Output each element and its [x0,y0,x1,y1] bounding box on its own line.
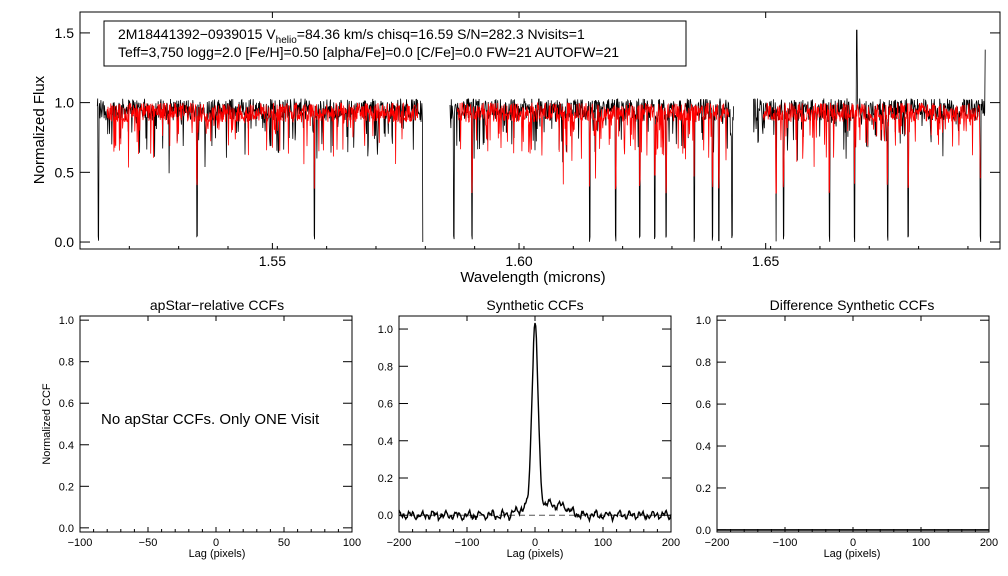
spectrum-plot-area [96,29,986,243]
y-tick-label: 0.6 [378,399,393,411]
y-tick-label: 0.2 [59,481,74,493]
difference-ccf-panel: Difference Synthetic CCFs −200 −100 0 100 20… [696,297,998,560]
y-tick-label: 1.5 [55,25,75,41]
x-tick-label: −100 [455,537,480,549]
observed-spectrum-line [753,29,986,243]
difference-ccf-axes-frame [716,315,990,533]
y-tick-label: 0.4 [59,440,74,452]
y-tick-label: 1.0 [696,315,711,327]
y-tick-label: 0.4 [378,436,393,448]
difference-ccf-title: Difference Synthetic CCFs [770,297,935,313]
x-tick-label: −200 [387,537,412,549]
y-tick-label: 0.0 [55,234,75,250]
x-tick-label: 1.65 [752,253,779,269]
model-spectrum-line [457,101,730,194]
apstar-ccf-title: apStar−relative CCFs [150,297,284,313]
y-tick-label: 1.0 [59,315,74,327]
observed-spectrum-line [96,98,424,243]
x-tick-label: −200 [705,537,730,549]
info-line-2: Teff=3,750 logg=2.0 [Fe/H]=0.50 [alpha/F… [118,44,619,60]
y-tick-label: 0.2 [696,483,711,495]
y-tick-label: 0.6 [696,399,711,411]
x-tick-label: 100 [912,537,930,549]
y-tick-label: 0.2 [378,473,393,485]
y-tick-label: 0.0 [696,525,711,537]
x-tick-label: 1.55 [259,253,286,269]
spectrum-ticks: 1.55 1.60 1.65 0.0 0.5 1.0 1.5 [55,12,1000,269]
y-tick-label: 1.0 [378,324,393,336]
x-tick-label: 50 [278,537,290,549]
y-tick-label: 0.8 [696,357,711,369]
y-tick-label: 0.6 [59,398,74,410]
y-tick-label: 0.8 [378,361,393,373]
spectrum-x-label: Wavelength (microns) [460,269,605,286]
synthetic-ccf-line [398,322,672,524]
x-tick-label: 100 [343,537,361,549]
y-tick-label: 0.4 [696,441,711,453]
difference-ccf-ticks: −200 −100 0 100 200 0.0 0.2 0.4 0.6 0.8 1.0 [696,315,998,549]
info-line-1: 2M18441392−0939015 Vhelio=84.36 km/s chi… [118,26,585,46]
x-tick-label: 100 [594,537,612,549]
x-tick-label: −100 [773,537,798,549]
x-tick-label: 0 [213,537,219,549]
synthetic-ccf-axes-frame [398,315,672,533]
synthetic-ccf-title: Synthetic CCFs [486,297,583,313]
x-tick-label: 1.60 [505,253,532,269]
model-spectrum-line [762,102,981,194]
synthetic-ccf-panel: Synthetic CCFs −200 −100 0 100 200 0.0 0.2 0.4 0… [378,297,680,560]
y-tick-label: 0.0 [59,523,74,535]
x-tick-label: 0 [850,537,856,549]
info-box [103,20,687,67]
difference-ccf-x-label: Lag (pixels) [824,548,881,560]
synthetic-ccf-plot-area [398,322,672,524]
apstar-ccf-ticks: −100 −50 0 50 100 0.0 0.2 0.4 0.6 0.8 1.0 [59,315,361,549]
spectrum-y-label: Normalized Flux [31,75,48,184]
y-tick-label: 1.0 [55,95,75,111]
x-tick-label: −100 [68,537,93,549]
model-spectrum-line [106,102,419,189]
observed-spectrum-line [449,98,734,242]
x-tick-label: 0 [532,537,538,549]
x-tick-label: −50 [139,537,158,549]
x-tick-label: 200 [662,537,680,549]
apstar-ccf-x-label: Lag (pixels) [189,548,246,560]
spectrum-axes-frame [79,11,1001,250]
x-tick-label: 200 [980,537,998,549]
y-tick-label: 0.5 [55,164,75,180]
synthetic-ccf-ticks: −200 −100 0 100 200 0.0 0.2 0.4 0.6 0.8 1.0 [378,316,680,549]
y-tick-label: 0.0 [378,510,393,522]
apstar-ccf-panel: apStar−relative CCFs −100 −50 0 50 100 0.0 0.2… [41,297,361,560]
apstar-ccf-y-label: Normalized CCF [41,383,53,465]
spectrum-panel: 1.55 1.60 1.65 0.0 0.5 1.0 1.5 2M18441392−0939… [31,11,1001,286]
y-tick-label: 0.8 [59,357,74,369]
synthetic-ccf-x-label: Lag (pixels) [507,548,564,560]
apstar-ccf-note: No apStar CCFs. Only ONE Visit [101,411,320,428]
